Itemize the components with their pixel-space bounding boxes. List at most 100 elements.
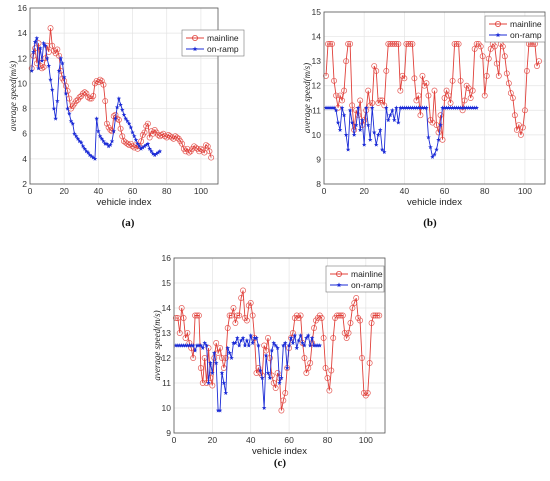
data-point-mainline	[377, 97, 384, 104]
data-point-on-ramp	[90, 155, 96, 160]
data-point-on-ramp	[351, 132, 357, 137]
data-point-on-ramp	[94, 116, 99, 121]
x-tick-label: 100	[518, 186, 532, 196]
data-point-on-ramp	[261, 405, 267, 410]
data-point-on-ramp	[41, 40, 46, 46]
y-tick-label: 11	[312, 105, 321, 115]
y-axis-label: average speed(m/s)	[302, 63, 312, 133]
data-point-on-ramp	[219, 370, 225, 375]
data-point-on-ramp	[452, 105, 457, 110]
data-point-mainline	[126, 142, 133, 148]
data-point-mainline	[117, 125, 124, 132]
chart-panel-1: 2 4 6 8 10 12 14 16 0 20 40 60 80 100 vehicle index ave…	[8, 3, 245, 229]
data-point-on-ramp	[142, 143, 147, 149]
data-point-on-ramp	[175, 343, 181, 348]
data-point-on-ramp	[152, 152, 158, 158]
data-point-on-ramp	[466, 105, 471, 110]
data-point-on-ramp	[416, 105, 421, 110]
y-tick-label: 9	[166, 428, 171, 438]
data-point-mainline	[64, 88, 71, 94]
data-point-on-ramp	[111, 128, 117, 134]
data-point-on-ramp	[63, 91, 69, 96]
data-point-on-ramp	[80, 143, 86, 149]
data-point-on-ramp	[173, 343, 179, 348]
chart-panel-3: 9 10 11 12 13 14 15 16 0 20 40 60 80 100 vehicle index…	[152, 253, 386, 469]
data-point-on-ramp	[436, 137, 441, 142]
data-point-mainline	[495, 72, 502, 79]
data-point-mainline	[415, 92, 422, 99]
data-point-on-ramp	[210, 370, 215, 375]
data-point-on-ramp	[315, 343, 321, 348]
y-tick-label: 11	[162, 378, 171, 388]
data-point-mainline	[519, 124, 526, 131]
data-point-mainline	[423, 80, 430, 87]
data-point-mainline	[433, 122, 440, 128]
data-point-mainline	[513, 126, 520, 133]
x-tick-label: 0	[322, 186, 327, 196]
x-tick-label: 100	[194, 186, 208, 196]
y-axis-label: average speed(m/s)	[8, 61, 18, 131]
data-point-mainline	[493, 60, 500, 67]
data-point-mainline	[409, 40, 416, 47]
data-point-on-ramp	[373, 142, 379, 147]
x-tick-label: 20	[59, 186, 69, 196]
data-point-mainline	[337, 92, 344, 99]
data-point-on-ramp	[363, 105, 369, 110]
data-point-on-ramp	[259, 375, 265, 380]
data-point-on-ramp	[335, 120, 341, 125]
data-point-on-ramp	[426, 134, 431, 140]
data-point-mainline	[119, 133, 126, 140]
data-point-mainline	[467, 95, 474, 101]
data-point-on-ramp	[311, 343, 317, 348]
y-tick-label: 14	[162, 303, 172, 313]
data-point-on-ramp	[85, 150, 91, 155]
data-point-mainline	[179, 140, 186, 147]
data-point-on-ramp	[221, 380, 227, 385]
data-point-mainline	[329, 40, 335, 47]
data-point-on-ramp	[359, 117, 365, 123]
data-point-mainline	[376, 312, 383, 319]
data-point-on-ramp	[157, 148, 163, 154]
y-tick-label: 10	[18, 78, 28, 88]
data-point-on-ramp	[185, 343, 190, 348]
data-point-mainline	[174, 315, 181, 321]
x-axis-label: vehicle index	[97, 197, 152, 208]
data-point-mainline	[403, 40, 410, 47]
legend-label-on-ramp: on-ramp	[351, 280, 383, 290]
data-point-mainline	[387, 40, 394, 47]
y-tick-label: 12	[312, 81, 322, 91]
data-point-mainline	[73, 98, 80, 104]
x-tick-label: 0	[28, 186, 33, 196]
data-point-on-ramp	[192, 348, 198, 353]
data-point-on-ramp	[288, 335, 294, 340]
data-point-mainline	[226, 312, 233, 319]
data-point-mainline	[437, 112, 444, 119]
data-point-mainline	[341, 87, 348, 94]
data-point-on-ramp	[386, 117, 391, 123]
data-point-on-ramp	[246, 343, 252, 348]
data-point-on-ramp	[46, 63, 52, 68]
data-point-mainline	[457, 77, 464, 84]
data-point-mainline	[383, 68, 390, 74]
data-point-on-ramp	[252, 335, 257, 340]
data-point-mainline	[523, 68, 530, 74]
data-point-on-ramp	[345, 147, 351, 152]
data-point-on-ramp	[432, 152, 437, 157]
data-point-mainline	[345, 330, 352, 336]
data-point-on-ramp	[388, 112, 393, 118]
data-point-on-ramp	[298, 333, 303, 338]
data-point-mainline	[307, 360, 314, 366]
legend-marker-on-ramp	[192, 46, 198, 52]
y-tick-label: 10	[162, 403, 172, 413]
data-point-mainline	[301, 355, 308, 361]
data-point-mainline	[224, 325, 231, 331]
data-point-mainline	[479, 53, 486, 60]
data-point-on-ramp	[212, 350, 217, 355]
panel-caption: (a)	[122, 217, 135, 229]
data-point-mainline	[521, 107, 528, 114]
data-point-on-ramp	[440, 105, 445, 110]
data-point-mainline	[180, 315, 187, 321]
data-point-mainline	[184, 330, 191, 336]
x-tick-label: 100	[359, 435, 373, 445]
